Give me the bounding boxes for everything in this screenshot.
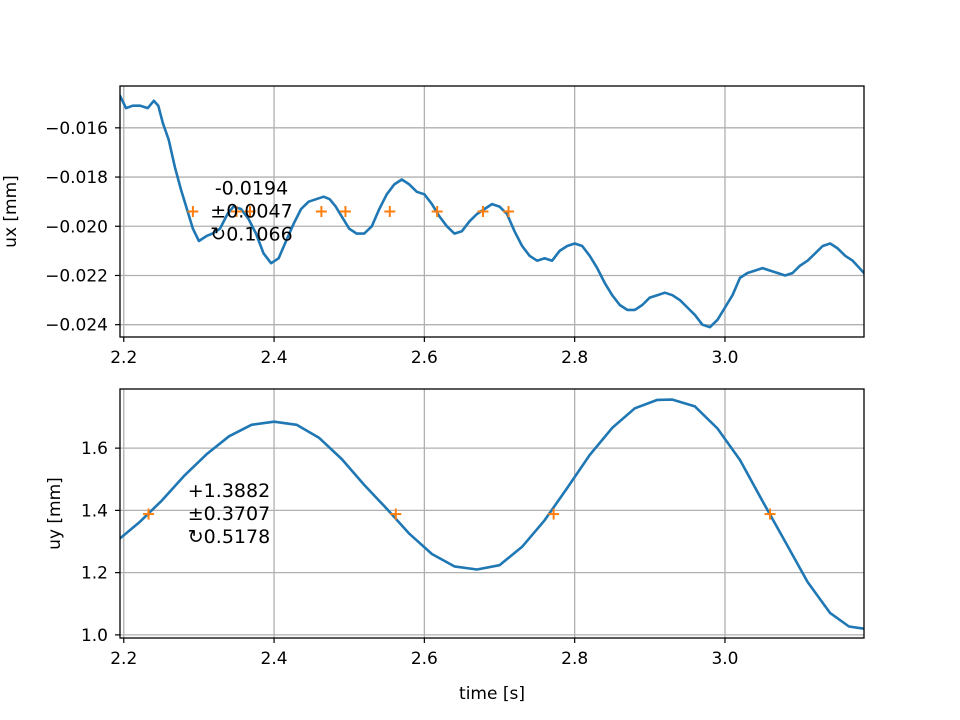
y-tick-label: −0.022 [45, 266, 108, 286]
y-tick-label: −0.020 [45, 217, 108, 237]
x-tick-label: 2.2 [110, 348, 137, 368]
crossing-marker [339, 206, 351, 217]
series-line [120, 398, 864, 630]
annotation-line: ↻0.5178 [188, 526, 270, 548]
y-tick-label: 1.2 [81, 564, 108, 584]
crossing-marker [244, 206, 256, 217]
crossing-marker [384, 206, 396, 217]
annotation-line: ↻0.1066 [210, 224, 292, 246]
crossing-marker [390, 508, 402, 520]
y-tick-label: 1.4 [81, 501, 108, 521]
y-tick-label: −0.016 [45, 119, 108, 139]
series-line [120, 94, 864, 329]
annotation-line: ±0.3707 [188, 503, 270, 525]
x-tick-label: 2.4 [261, 649, 288, 669]
x-tick-label: 2.6 [411, 649, 438, 669]
x-tick-label: 3.0 [711, 649, 738, 669]
x-tick-label: 2.6 [411, 348, 438, 368]
x-tick-label: 2.8 [561, 649, 588, 669]
crossing-marker [143, 508, 155, 520]
axes-frame [119, 85, 865, 338]
axes-frame [119, 388, 865, 639]
y-axis-label: uy [mm] [45, 477, 65, 550]
crossing-marker [187, 206, 199, 217]
x-tick-label: 2.8 [561, 348, 588, 368]
crossing-marker [431, 206, 443, 217]
x-axis-label: time [s] [459, 684, 525, 704]
crossing-marker [230, 206, 242, 217]
y-axis-label: ux [mm] [1, 175, 21, 248]
crossing-marker [503, 206, 515, 217]
x-tick-label: 2.2 [110, 649, 137, 669]
crossing-marker [764, 508, 776, 520]
crossing-marker [315, 206, 327, 217]
y-tick-label: −0.024 [45, 316, 108, 336]
crossing-marker [477, 206, 489, 217]
uy-panel: 2.2 2.4 2.6 2.8 3.0 1.0 1.2 1.4 1.6 uy [mm] time [… [45, 388, 865, 704]
x-tick-label: 3.0 [711, 348, 738, 368]
annotation-line: ±0.0047 [210, 201, 292, 223]
annotation-line: +1.3882 [188, 480, 270, 502]
y-tick-label: 1.6 [81, 439, 108, 459]
annotation-line: -0.0194 [215, 178, 288, 200]
crossing-marker [548, 508, 560, 520]
x-tick-label: 2.4 [261, 348, 288, 368]
ux-panel: 2.2 2.4 2.6 2.8 3.0 −0.024 −0.022 −0.020 −0.018 −… [1, 85, 865, 368]
y-tick-label: −0.018 [45, 168, 108, 188]
y-tick-label: 1.0 [81, 626, 108, 646]
